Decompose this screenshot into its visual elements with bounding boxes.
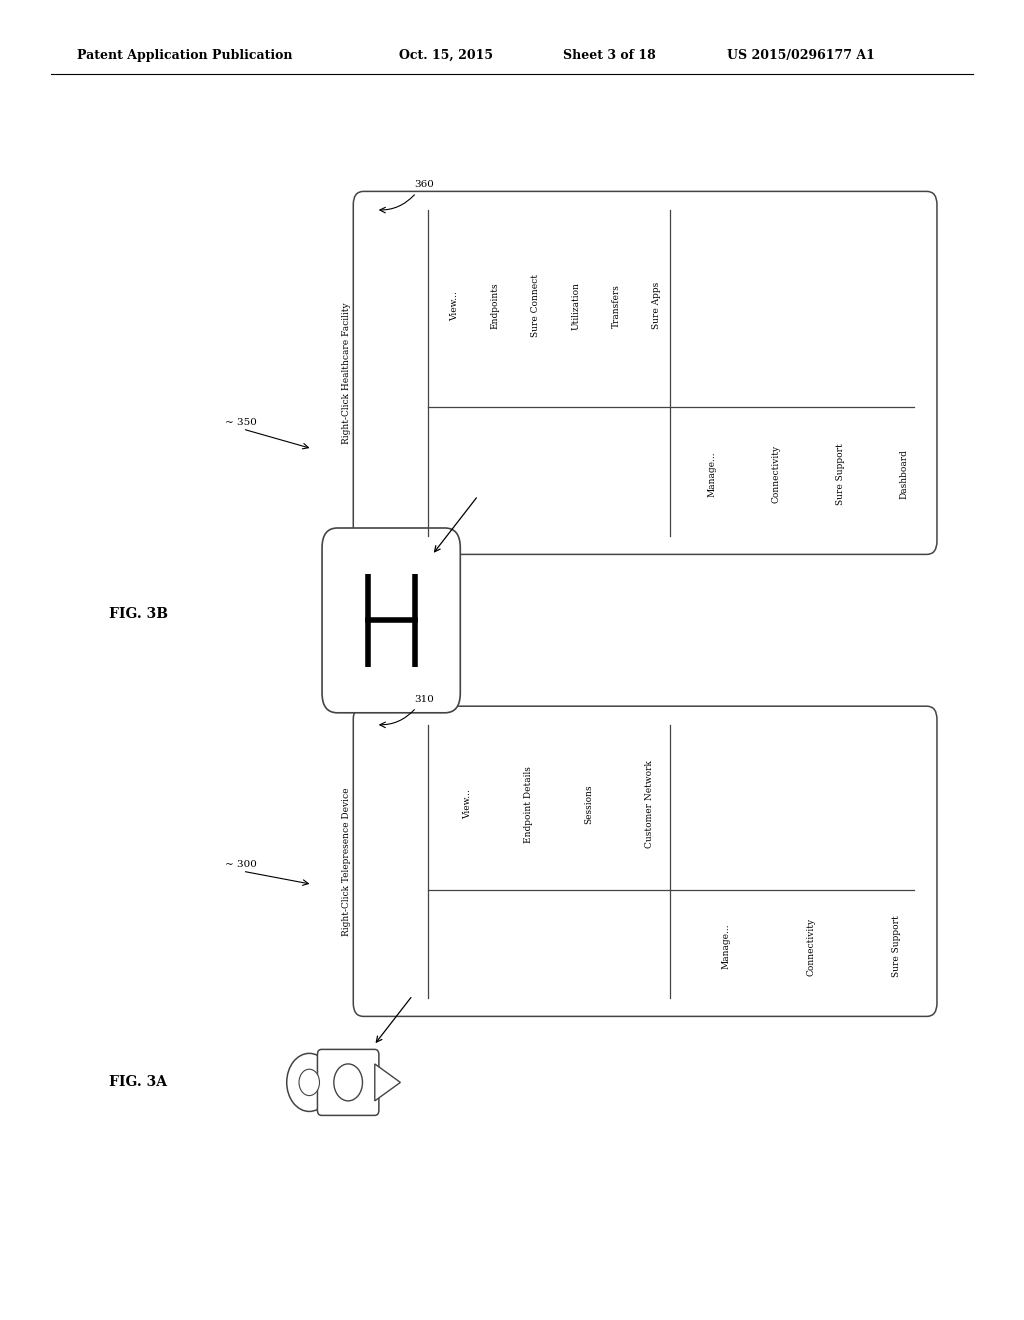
Text: Connectivity: Connectivity: [807, 917, 816, 975]
Text: Endpoints: Endpoints: [490, 282, 500, 329]
Polygon shape: [375, 1064, 400, 1101]
Text: Sure Apps: Sure Apps: [652, 282, 660, 329]
Text: ~ 300: ~ 300: [225, 861, 257, 869]
Text: FIG. 3A: FIG. 3A: [110, 1076, 167, 1089]
Text: Endpoint Details: Endpoint Details: [523, 766, 532, 843]
FancyBboxPatch shape: [353, 706, 937, 1016]
FancyBboxPatch shape: [322, 528, 461, 713]
Text: Patent Application Publication: Patent Application Publication: [77, 49, 292, 62]
Text: View...: View...: [450, 290, 459, 321]
Circle shape: [287, 1053, 332, 1111]
Text: US 2015/0296177 A1: US 2015/0296177 A1: [727, 49, 874, 62]
Text: Sure Support: Sure Support: [836, 444, 845, 504]
Text: Utilization: Utilization: [571, 281, 581, 330]
Text: View...: View...: [463, 789, 472, 820]
Text: Manage...: Manage...: [722, 924, 730, 969]
Text: Sessions: Sessions: [585, 784, 593, 825]
Circle shape: [334, 1064, 362, 1101]
FancyBboxPatch shape: [353, 191, 937, 554]
Text: ~ 350: ~ 350: [225, 418, 257, 426]
Text: FIG. 3B: FIG. 3B: [109, 607, 168, 620]
Text: Transfers: Transfers: [611, 284, 621, 327]
Text: Manage...: Manage...: [708, 451, 717, 496]
Text: 310: 310: [414, 694, 434, 704]
Text: Right-Click Telepresence Device: Right-Click Telepresence Device: [342, 787, 351, 936]
Text: Right-Click Healthcare Facility: Right-Click Healthcare Facility: [342, 302, 351, 444]
Text: Customer Network: Customer Network: [645, 760, 653, 849]
FancyBboxPatch shape: [317, 1049, 379, 1115]
Text: Dashboard: Dashboard: [900, 449, 908, 499]
Text: Oct. 15, 2015: Oct. 15, 2015: [399, 49, 494, 62]
Text: Sure Support: Sure Support: [892, 916, 901, 977]
Text: Sure Connect: Sure Connect: [530, 275, 540, 337]
Circle shape: [299, 1069, 319, 1096]
Text: Sheet 3 of 18: Sheet 3 of 18: [563, 49, 656, 62]
Text: Connectivity: Connectivity: [772, 445, 780, 503]
Text: 360: 360: [414, 180, 434, 189]
